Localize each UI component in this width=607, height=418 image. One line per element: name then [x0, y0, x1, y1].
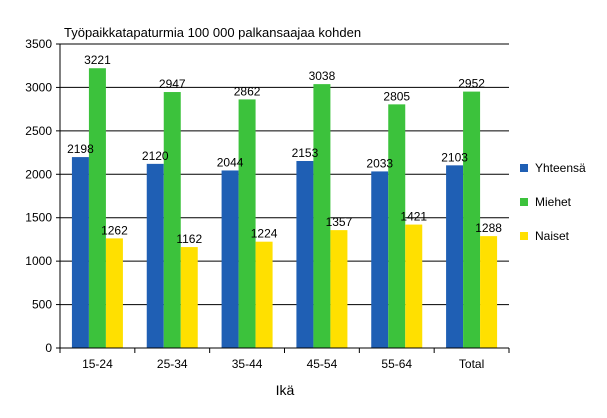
y-tick-label: 0: [45, 341, 52, 355]
bar: [238, 99, 256, 348]
data-labels: 2198 3221 1262 2120 2947 1162 2044 2862 1224 2153…: [67, 53, 502, 246]
legend-label: Miehet: [535, 195, 572, 209]
bar: [180, 247, 198, 348]
data-label: 1262: [101, 223, 128, 237]
data-label: 2120: [142, 149, 169, 163]
data-label: 1162: [176, 232, 202, 246]
data-label: 1288: [475, 221, 502, 235]
bar: [296, 160, 314, 348]
legend: Yhteensä Miehet Naiset: [520, 161, 586, 243]
legend-label: Naiset: [535, 229, 570, 243]
data-label: 1224: [251, 227, 278, 241]
data-label: 2952: [458, 77, 485, 91]
x-tick-label: 35-44: [232, 357, 263, 371]
y-tick-label: 500: [32, 298, 52, 312]
y-tick-label: 1500: [25, 211, 52, 225]
x-tick-label: 25-34: [157, 357, 188, 371]
legend-label: Yhteensä: [535, 161, 586, 175]
x-tick-label: 15-24: [82, 357, 113, 371]
y-tick-label: 2500: [25, 124, 52, 138]
bar: [255, 241, 273, 348]
x-tick-label: Total: [459, 357, 484, 371]
data-label: 2862: [234, 84, 261, 98]
data-label: 3038: [309, 69, 336, 83]
bar: [388, 104, 406, 348]
y-tick-label: 2000: [25, 167, 52, 181]
y-tick-labels: 0 500 1000 1500 2000 2500 3000 3500: [25, 37, 52, 355]
data-label: 3221: [84, 53, 111, 67]
data-label: 2153: [292, 146, 319, 160]
bar: [371, 171, 389, 348]
x-tick-label: 45-54: [307, 357, 338, 371]
grid: [60, 43, 509, 306]
data-label: 2033: [366, 156, 393, 170]
bar: [405, 224, 423, 348]
data-label: 1357: [326, 215, 353, 229]
bar: [88, 68, 106, 348]
bar: [71, 157, 89, 348]
bar: [330, 230, 348, 348]
x-axis-label: Ikä: [276, 382, 295, 398]
bar: [446, 165, 464, 348]
data-label: 2198: [67, 142, 94, 156]
bar: [313, 84, 331, 349]
legend-swatch: [520, 232, 528, 240]
bars: [71, 68, 498, 349]
data-label: 2805: [383, 89, 410, 103]
bar: [463, 91, 481, 348]
legend-swatch: [520, 164, 528, 172]
bar: [163, 92, 181, 348]
x-tick-labels: 15-24 25-34 35-44 45-54 55-64 Total: [82, 357, 484, 371]
chart-title: Työpaikkatapaturmia 100 000 palkansaajaa…: [64, 25, 361, 40]
bar: [105, 238, 123, 348]
bar: [221, 170, 239, 348]
data-label: 2103: [441, 150, 468, 164]
axes: [56, 43, 510, 353]
data-label: 2044: [217, 155, 244, 169]
data-label: 1421: [400, 210, 427, 224]
bar: [480, 236, 498, 348]
x-tick-label: 55-64: [381, 357, 412, 371]
y-tick-label: 3500: [25, 37, 52, 51]
bar: [146, 163, 164, 348]
y-tick-label: 1000: [25, 254, 52, 268]
legend-swatch: [520, 198, 528, 206]
data-label: 2947: [159, 77, 186, 91]
y-tick-label: 3000: [25, 80, 52, 94]
